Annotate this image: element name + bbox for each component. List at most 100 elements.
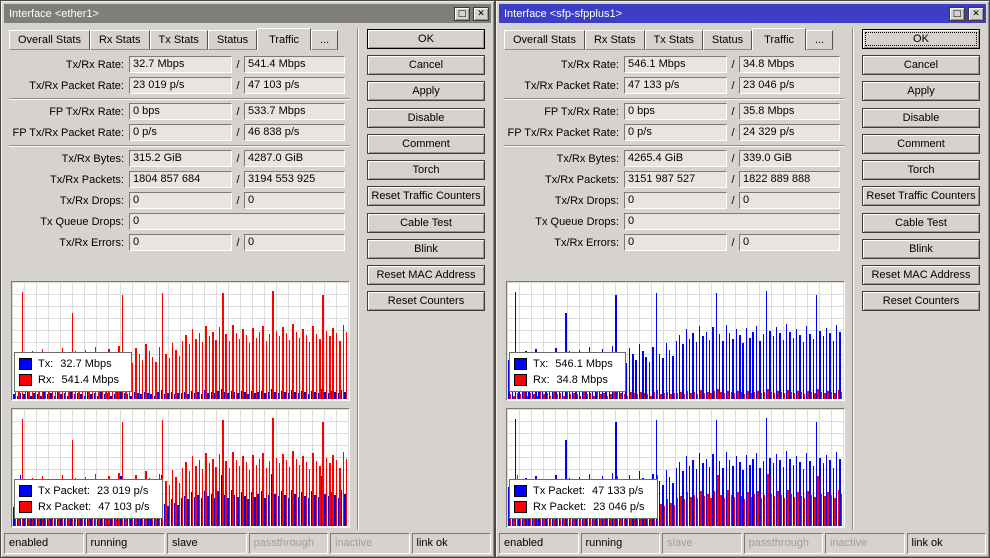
ok-button[interactable]: OK [367, 29, 485, 49]
cable-test-button[interactable]: Cable Test [367, 213, 485, 233]
tab-status[interactable]: Status [207, 30, 258, 50]
tab-overall-stats[interactable]: Overall Stats [9, 30, 90, 50]
field-value[interactable]: 1804 857 684 [129, 171, 232, 188]
field-value[interactable]: 541.4 Mbps [244, 56, 345, 73]
field-value[interactable]: 34.8 Mbps [739, 56, 840, 73]
graph-bar-slot [230, 410, 234, 526]
field-value[interactable]: 0 [624, 234, 727, 251]
graph-bar-slot [270, 283, 274, 399]
rx-bar [633, 393, 635, 399]
apply-button[interactable]: Apply [367, 81, 485, 101]
field-value[interactable]: 0 p/s [129, 124, 232, 141]
reset-mac-address-button[interactable]: Reset MAC Address [862, 265, 980, 285]
torch-button[interactable]: Torch [367, 160, 485, 180]
graph-bar-slot [177, 283, 181, 399]
tab-status[interactable]: Status [702, 30, 753, 50]
tab-more[interactable]: ... [311, 30, 339, 50]
torch-button[interactable]: Torch [862, 160, 980, 180]
cancel-button[interactable]: Cancel [367, 55, 485, 75]
field-value[interactable]: 0 p/s [624, 124, 727, 141]
field-value[interactable]: 24 329 p/s [739, 124, 840, 141]
field-value[interactable]: 3194 553 925 [244, 171, 345, 188]
tx-bar [214, 498, 216, 526]
tx-bar [812, 465, 815, 526]
rx-bar [784, 498, 786, 526]
rx-bar [747, 492, 749, 526]
tx-bar [284, 494, 286, 526]
blink-button[interactable]: Blink [862, 239, 980, 259]
close-icon[interactable]: ✕ [968, 6, 984, 21]
field-value[interactable]: 4265.4 GiB [624, 150, 727, 167]
field-value[interactable]: 0 [244, 234, 345, 251]
reset-counters-button[interactable]: Reset Counters [367, 291, 485, 311]
field-value[interactable]: 47 133 p/s [624, 77, 727, 94]
field-value[interactable]: 0 [739, 234, 840, 251]
reset-mac-address-button[interactable]: Reset MAC Address [367, 265, 485, 285]
ok-button[interactable]: OK [862, 29, 980, 49]
field-value[interactable]: 0 [739, 192, 840, 209]
field-value[interactable]: 0 bps [129, 103, 232, 120]
field-value[interactable]: 35.8 Mbps [739, 103, 840, 120]
field-value[interactable]: 0 [624, 192, 727, 209]
comment-button[interactable]: Comment [367, 134, 485, 154]
comment-button[interactable]: Comment [862, 134, 980, 154]
rx-bar [345, 458, 348, 526]
blink-button[interactable]: Blink [367, 239, 485, 259]
tx-bar [60, 394, 62, 399]
field-value[interactable]: 0 [129, 234, 232, 251]
tx-bar [692, 459, 694, 526]
cancel-button[interactable]: Cancel [862, 55, 980, 75]
tab-traffic[interactable]: Traffic [752, 28, 807, 50]
rx-bar [687, 492, 689, 526]
tx-bar [805, 452, 808, 526]
field-value[interactable]: 46 838 p/s [244, 124, 345, 141]
reset-counters-button[interactable]: Reset Counters [862, 291, 980, 311]
field-label: Tx/Rx Drops: [59, 194, 124, 207]
field-value[interactable]: 1822 889 888 [739, 171, 840, 188]
graph-bar-slot [254, 410, 257, 526]
cable-test-button[interactable]: Cable Test [862, 213, 980, 233]
tab-overall-stats[interactable]: Overall Stats [504, 30, 585, 50]
disable-button[interactable]: Disable [862, 108, 980, 128]
field-value[interactable]: 47 103 p/s [244, 77, 345, 94]
field-value[interactable]: 0 [624, 213, 840, 230]
field-value[interactable]: 3151 987 527 [624, 171, 727, 188]
tab-rx-stats[interactable]: Rx Stats [89, 30, 150, 50]
rx-bar [322, 294, 324, 399]
graph-bar-slot [254, 283, 257, 399]
tab-rx-stats[interactable]: Rx Stats [584, 30, 645, 50]
maximize-icon[interactable]: □ [949, 6, 965, 21]
tab-more[interactable]: ... [806, 30, 834, 50]
field-value[interactable]: 23 019 p/s [129, 77, 232, 94]
field-value[interactable]: 23 046 p/s [739, 77, 840, 94]
rx-bar [566, 390, 569, 399]
tx-bar [769, 457, 771, 526]
graph-bar-slot [264, 283, 267, 399]
field-value[interactable]: 0 [244, 192, 345, 209]
reset-traffic-counters-button[interactable]: Reset Traffic Counters [367, 186, 485, 206]
field-value[interactable]: 4287.0 GiB [244, 150, 345, 167]
graph-bar-slot [765, 283, 769, 399]
field-value[interactable]: 315.2 GiB [129, 150, 232, 167]
field-value[interactable]: 546.1 Mbps [624, 56, 727, 73]
close-icon[interactable]: ✕ [473, 6, 489, 21]
tx-bar [802, 469, 805, 526]
field-value[interactable]: 339.0 GiB [739, 150, 840, 167]
field-value[interactable]: 0 [129, 192, 232, 209]
rx-bar [171, 470, 174, 526]
field-value[interactable]: 32.7 Mbps [129, 56, 232, 73]
disable-button[interactable]: Disable [367, 108, 485, 128]
tab-traffic[interactable]: Traffic [257, 28, 312, 50]
tab-tx-stats[interactable]: Tx Stats [149, 30, 208, 50]
field-value[interactable]: 533.7 Mbps [244, 103, 345, 120]
graph-bar-slot [682, 283, 686, 399]
rx-bar [814, 393, 816, 399]
maximize-icon[interactable]: □ [454, 6, 470, 21]
rx-bar [563, 395, 565, 399]
field-value[interactable]: 0 bps [624, 103, 727, 120]
reset-traffic-counters-button[interactable]: Reset Traffic Counters [862, 186, 980, 206]
rx-bar [827, 492, 829, 526]
apply-button[interactable]: Apply [862, 81, 980, 101]
tab-tx-stats[interactable]: Tx Stats [644, 30, 703, 50]
field-value[interactable]: 0 [129, 213, 345, 230]
